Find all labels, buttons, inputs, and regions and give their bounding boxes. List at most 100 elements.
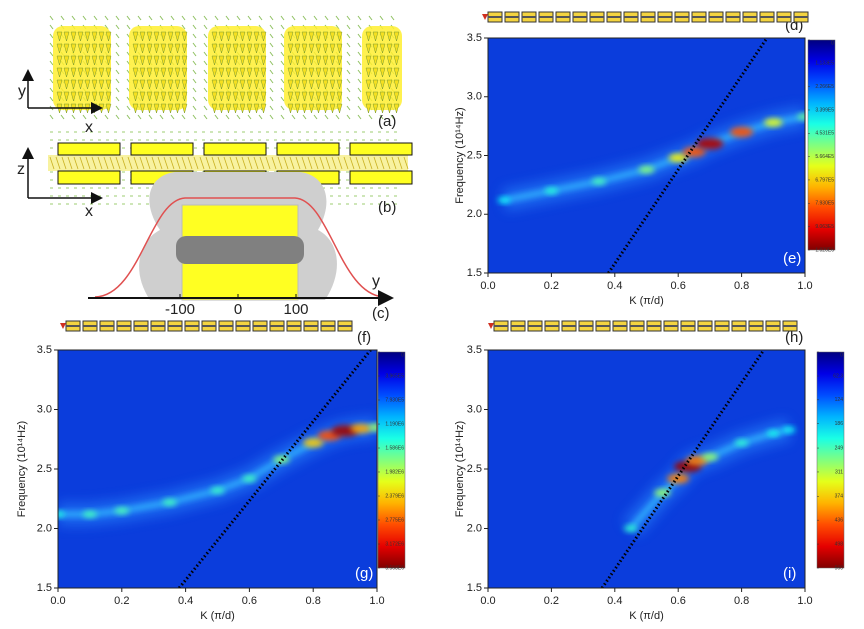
field-arrow	[181, 55, 188, 66]
field-arrow	[211, 67, 218, 78]
field-arrow	[115, 51, 120, 57]
field-arrow	[153, 103, 160, 114]
field-arrow	[181, 24, 186, 30]
colorbar-label: 0	[840, 352, 843, 358]
intensity-spot	[591, 177, 607, 185]
field-arrow	[287, 55, 294, 66]
field-arrow	[308, 103, 315, 114]
colorbar-label: 498	[835, 541, 844, 547]
field-arrow	[315, 55, 322, 66]
field-arrow	[324, 15, 329, 21]
field-arrow	[357, 60, 362, 66]
field-arrow	[393, 79, 400, 90]
field-arrow	[49, 114, 54, 120]
field-arrow	[160, 79, 167, 90]
y-tick-label: 1.5	[467, 267, 482, 279]
intensity-spot	[623, 525, 638, 532]
y-tick-label: 2.5	[37, 463, 52, 475]
field-arrow	[386, 79, 393, 90]
y-tick-label: 2.0	[467, 522, 482, 534]
source-marker	[60, 323, 66, 329]
field-arrow	[49, 51, 54, 57]
plot-area	[58, 350, 377, 588]
field-arrow	[174, 31, 181, 42]
field-arrow	[160, 31, 167, 42]
colorbar	[816, 351, 845, 569]
field-arrow	[82, 114, 87, 120]
field-arrow	[159, 15, 164, 21]
field-arrow	[365, 31, 372, 42]
field-arrow	[192, 87, 197, 93]
field-arrow	[218, 31, 225, 42]
field-arrow	[315, 103, 322, 114]
field-arrow	[346, 24, 351, 30]
field-arrow	[232, 55, 239, 66]
field-arrow	[139, 79, 146, 90]
field-arrow	[246, 91, 253, 102]
field-arrow	[283, 156, 289, 170]
field-arrow	[49, 78, 54, 84]
colorbar-label: 9.063E5	[815, 224, 834, 230]
colorbar-label: 2.266E5	[815, 84, 834, 90]
field-arrow	[379, 103, 386, 114]
field-arrow	[153, 79, 160, 90]
field-arrow	[91, 31, 98, 42]
field-arrow	[324, 114, 329, 120]
field-arrow	[77, 43, 84, 54]
field-arrow	[239, 67, 246, 78]
field-arrow	[211, 55, 218, 66]
field-arrow	[91, 91, 98, 102]
field-arrow	[346, 87, 351, 93]
field-arrow	[203, 78, 208, 84]
field-arrow	[260, 67, 267, 78]
metal-block	[130, 142, 194, 156]
field-arrow	[192, 51, 197, 57]
field-arrow	[308, 67, 315, 78]
field-arrow	[225, 91, 232, 102]
field-arrow	[174, 67, 181, 78]
x-tick-label: 0.4	[178, 595, 193, 607]
field-arrow	[121, 156, 127, 170]
field-arrow	[365, 67, 372, 78]
intensity-spot	[766, 430, 780, 437]
field-arrow	[232, 31, 239, 42]
field-arrow	[104, 114, 109, 120]
field-arrow	[218, 67, 225, 78]
field-arrow	[137, 114, 142, 120]
intensity-spot	[162, 498, 177, 506]
y-tick-label: 3.0	[467, 403, 482, 415]
field-arrow	[301, 91, 308, 102]
field-arrow	[115, 24, 120, 30]
field-arrow	[379, 156, 385, 170]
axis-label: x	[85, 119, 93, 136]
field-arrow	[132, 79, 139, 90]
colorbar-label: 560	[835, 565, 844, 571]
field-arrow	[49, 15, 54, 21]
field-arrow	[329, 79, 336, 90]
intensity-spot	[797, 113, 805, 121]
field-arrow	[346, 69, 351, 75]
field-arrow	[269, 87, 274, 93]
colorbar-label: 436	[835, 517, 844, 523]
field-arrow	[91, 156, 97, 170]
field-arrow	[205, 156, 211, 170]
field-arrow	[294, 43, 301, 54]
field-arrow	[214, 15, 219, 21]
field-arrow	[192, 33, 197, 39]
field-arrow	[365, 91, 372, 102]
field-arrow	[203, 87, 208, 93]
field-arrow	[253, 43, 260, 54]
field-arrow	[153, 43, 160, 54]
field-arrow	[61, 156, 67, 170]
field-arrow	[357, 105, 362, 111]
colorbar-label: 62.3	[833, 373, 843, 379]
field-arrow	[63, 67, 70, 78]
field-arrow	[322, 91, 329, 102]
gap	[176, 236, 304, 264]
field-arrow	[294, 91, 301, 102]
field-arrow	[139, 156, 145, 170]
field-arrow	[329, 43, 336, 54]
field-arrow	[97, 156, 103, 170]
field-arrow	[372, 67, 379, 78]
field-arrow	[56, 31, 63, 42]
